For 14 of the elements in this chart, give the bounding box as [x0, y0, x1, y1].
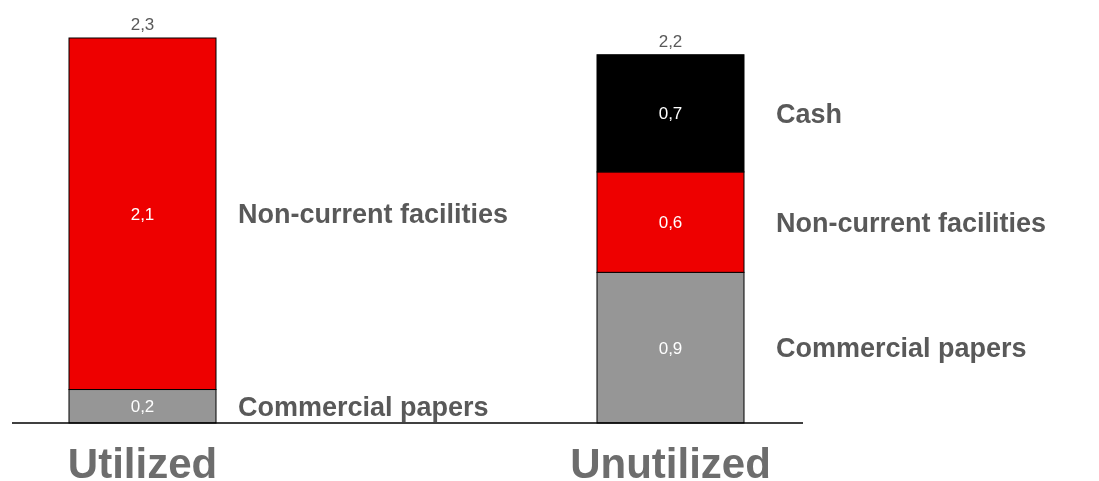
series-label: Commercial papers — [238, 391, 489, 422]
text: Commercial papers — [776, 333, 1027, 364]
total-label: 2,2 — [658, 31, 683, 51]
data-label: 0,2 — [130, 397, 155, 417]
data-label: 0,7 — [658, 104, 683, 124]
data-label: 2,1 — [130, 204, 155, 224]
data-label: 0,6 — [658, 213, 683, 233]
x-tick-label: Utilized — [67, 440, 218, 481]
x-tick-label: Unutilized — [570, 440, 771, 481]
total-label: 2,3 — [130, 15, 155, 34]
text: Non-current facilities — [776, 207, 1047, 238]
series-label: Non-current facilities — [238, 199, 509, 230]
series-label: Cash — [776, 98, 843, 129]
data-label: 0,9 — [658, 338, 683, 358]
